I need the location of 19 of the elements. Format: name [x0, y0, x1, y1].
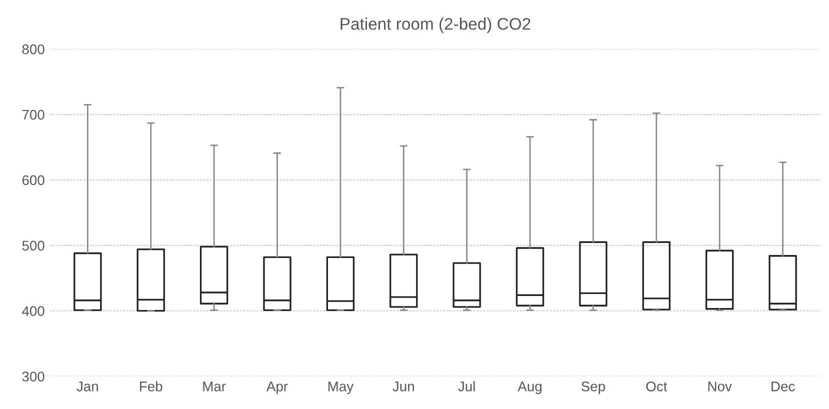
chart-title: Patient room (2-bed) CO2 [340, 18, 530, 34]
y-tick-label: 800 [22, 44, 44, 54]
y-tick-label: 400 [22, 306, 44, 316]
x-tick-label: May [328, 382, 354, 394]
x-tick-label: Jan [76, 382, 98, 392]
x-tick-label: Feb [140, 381, 162, 392]
x-tick-label: Dec [772, 382, 795, 392]
x-tick-label: Oct [646, 382, 668, 392]
y-tick-label: 300 [22, 372, 44, 382]
x-tick-label: Mar [203, 382, 226, 392]
y-tick-label: 700 [22, 110, 44, 120]
y-tick-label: 500 [22, 240, 44, 251]
x-tick-label: Nov [708, 382, 732, 392]
x-tick-label: Jun [392, 382, 414, 392]
x-tick-label: Apr [266, 382, 288, 394]
x-tick-label: Aug [518, 382, 542, 394]
x-tick-label: Jul [458, 381, 475, 392]
y-tick-label: 600 [22, 175, 44, 186]
x-tick-label: Sep [581, 382, 605, 394]
